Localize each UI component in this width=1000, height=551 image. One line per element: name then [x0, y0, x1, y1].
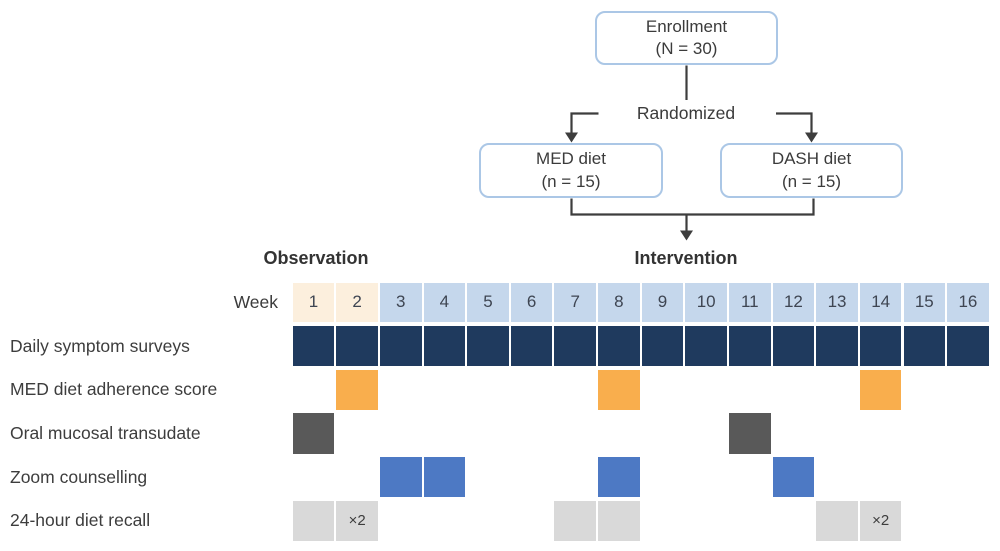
schedule-cell	[336, 325, 378, 367]
schedule-cell	[685, 325, 727, 367]
schedule-cell	[554, 325, 597, 367]
schedule-cell	[423, 325, 466, 367]
schedule-cell	[903, 325, 946, 367]
phase-label-intervention: Intervention	[634, 248, 738, 268]
week-header-cell: 6	[510, 282, 553, 322]
schedule-cell	[772, 325, 815, 367]
dash-diet-subtitle: (n = 15)	[781, 171, 842, 191]
week-header-cell: 12	[772, 282, 815, 322]
schedule-cell	[598, 325, 640, 367]
week-header-cell: 11	[729, 282, 771, 322]
dash-diet-box: DASH diet (n = 15)	[720, 143, 903, 198]
arrowhead-left-arm-icon	[565, 132, 578, 143]
med-diet-box: MED diet (n = 15)	[479, 143, 663, 198]
week-header-cell: 9	[641, 282, 684, 322]
week-header-cell: 3	[379, 282, 422, 322]
week-header-cell: 4	[423, 282, 466, 322]
schedule-cell	[772, 456, 815, 498]
schedule-cell	[292, 413, 335, 454]
schedule-cell	[816, 500, 858, 542]
connector-merge-bracket	[570, 198, 815, 216]
week-header-cell: 7	[554, 282, 597, 322]
week-axis-label: Week	[233, 291, 278, 312]
schedule-cell	[729, 325, 771, 367]
schedule-cell: ×2	[336, 500, 378, 542]
schedule-cell	[292, 500, 335, 542]
dash-diet-title: DASH diet	[771, 149, 852, 169]
schedule-cell	[598, 456, 640, 498]
schedule-cell	[467, 325, 509, 367]
schedule-cell	[336, 369, 378, 411]
enrollment-box: Enrollment (N = 30)	[595, 11, 778, 65]
schedule-cell	[510, 325, 553, 367]
row-label: 24-hour diet recall	[10, 510, 151, 531]
week-header-cell: 2	[336, 282, 378, 322]
week-header-cell: 8	[598, 282, 640, 322]
enrollment-subtitle: (N = 30)	[655, 39, 718, 58]
connector-left-elbow	[570, 112, 599, 134]
enrollment-title: Enrollment	[645, 16, 728, 36]
arrowhead-right-arm-icon	[805, 132, 818, 143]
row-label: Zoom counselling	[10, 466, 148, 487]
row-label: Oral mucosal transudate	[10, 422, 201, 443]
schedule-cell	[598, 500, 640, 542]
med-diet-subtitle: (n = 15)	[541, 171, 601, 191]
schedule-cell	[598, 369, 640, 411]
randomized-label: Randomized	[636, 103, 736, 123]
med-diet-title: MED diet	[536, 149, 606, 169]
schedule-cell	[423, 456, 466, 498]
schedule-cell	[729, 413, 771, 454]
schedule-cell	[816, 325, 858, 367]
week-header-cell: 1	[292, 282, 335, 322]
connector-right-elbow	[776, 112, 813, 134]
phase-label-observation: Observation	[263, 248, 369, 268]
week-header-cell: 16	[947, 282, 989, 322]
schedule-cell	[379, 456, 422, 498]
schedule-cell	[947, 325, 989, 367]
week-header-cell: 10	[685, 282, 727, 322]
week-header-cell: 14	[859, 282, 902, 322]
week-header-cell: 5	[467, 282, 509, 322]
schedule-cell	[641, 325, 684, 367]
schedule-cell	[554, 500, 597, 542]
schedule-cell	[292, 325, 335, 367]
schedule-cell: ×2	[859, 500, 902, 542]
schedule-cell	[379, 325, 422, 367]
week-header-cell: 15	[903, 282, 946, 322]
arrowhead-merge-icon	[680, 230, 693, 241]
row-label: MED diet adherence score	[10, 379, 218, 400]
row-label: Daily symptom surveys	[10, 335, 190, 356]
week-header-cell: 13	[816, 282, 858, 322]
schedule-cell	[859, 325, 902, 367]
schedule-cell	[859, 369, 902, 411]
